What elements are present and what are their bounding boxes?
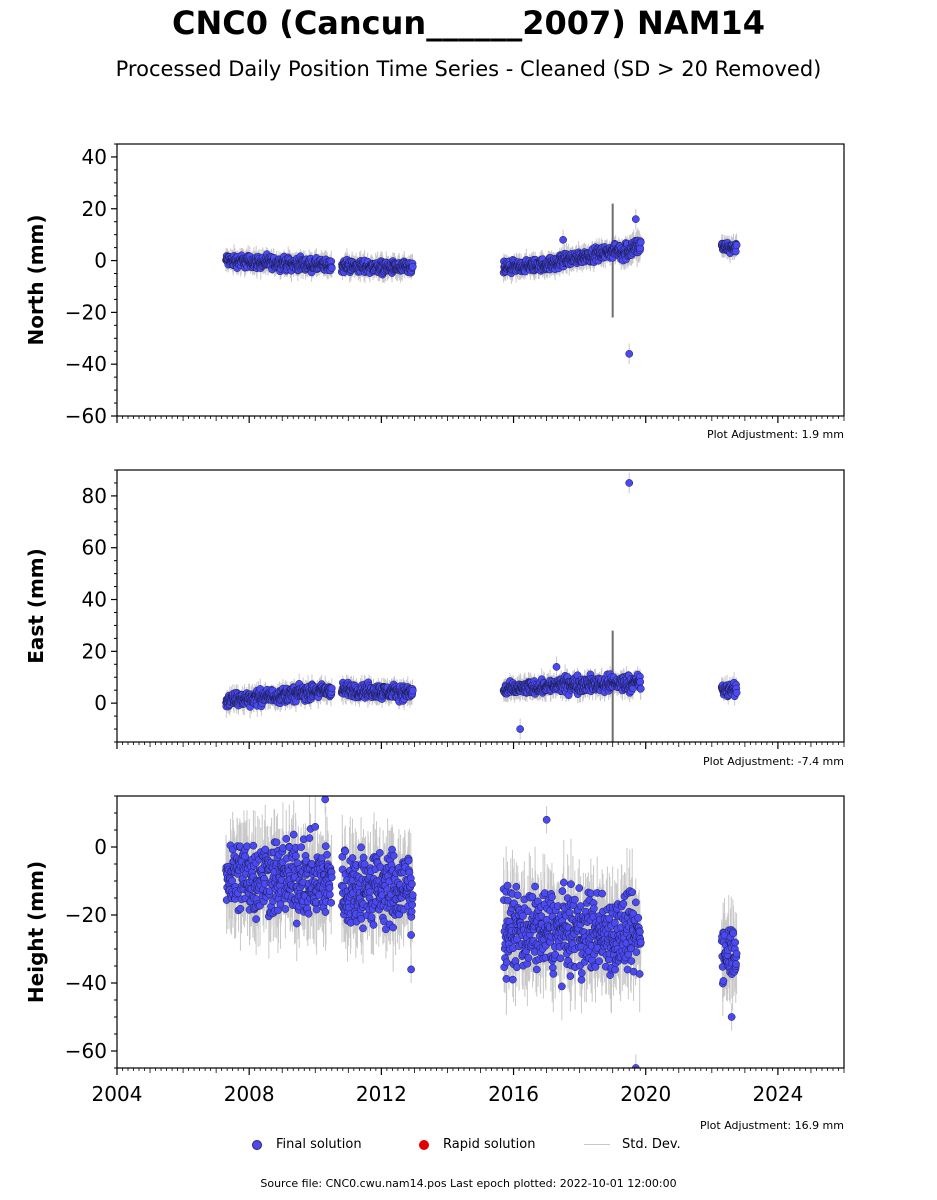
north-y-axis: −60 −40 −20 0 20 40 (65, 143, 117, 428)
east-point (732, 688, 741, 697)
north-points (222, 215, 741, 358)
east-x-axis (116, 742, 845, 749)
north-data (222, 203, 741, 365)
north-point (732, 241, 741, 249)
north-point (731, 247, 740, 256)
east-y-tick-label: 0 (94, 691, 107, 715)
north-y-tick-label: 20 (82, 197, 107, 221)
east-y-tick-label: 80 (82, 484, 107, 508)
north-frame (116, 143, 845, 417)
north-outlier-point (631, 215, 640, 223)
north-point (408, 262, 417, 271)
east-panel: 0 20 40 60 80 East (mm) (24, 469, 845, 749)
north-y-tick-label: −40 (65, 352, 107, 376)
east-y-axis-label: East (mm) (24, 548, 48, 664)
north-outlier-point (625, 349, 634, 358)
north-y-axis-label: North (mm) (24, 214, 48, 345)
north-y-tick-label: 0 (94, 249, 107, 273)
north-std-dev-bars (225, 203, 738, 365)
east-y-tick-label: 20 (82, 639, 107, 663)
east-outlier-point (516, 725, 525, 733)
north-outlier-point (559, 235, 567, 244)
north-point (636, 238, 645, 247)
east-point (636, 677, 645, 686)
north-y-tick-label: −20 (65, 300, 107, 324)
east-data (222, 472, 741, 742)
north-x-axis (116, 416, 845, 423)
east-outlier-point (625, 479, 634, 487)
north-panel: −60 −40 −20 0 20 40 North (mm) (24, 143, 845, 428)
east-point (408, 686, 417, 695)
north-y-tick-label: −60 (65, 404, 107, 428)
north-point (327, 264, 336, 272)
chart-subtitle: Processed Daily Position Time Series - C… (115, 57, 822, 81)
north-y-tick-label: 40 (82, 145, 107, 169)
east-points (222, 479, 741, 733)
east-outlier-point (552, 663, 561, 671)
chart-title: CNC0 (Cancun______2007) NAM14 (172, 4, 765, 42)
east-std-dev-bars (225, 472, 738, 742)
east-point (327, 684, 336, 693)
east-y-axis: 0 20 40 60 80 (82, 469, 117, 743)
east-point (636, 684, 645, 693)
east-y-tick-label: 60 (82, 536, 107, 560)
east-y-tick-label: 40 (82, 588, 107, 612)
